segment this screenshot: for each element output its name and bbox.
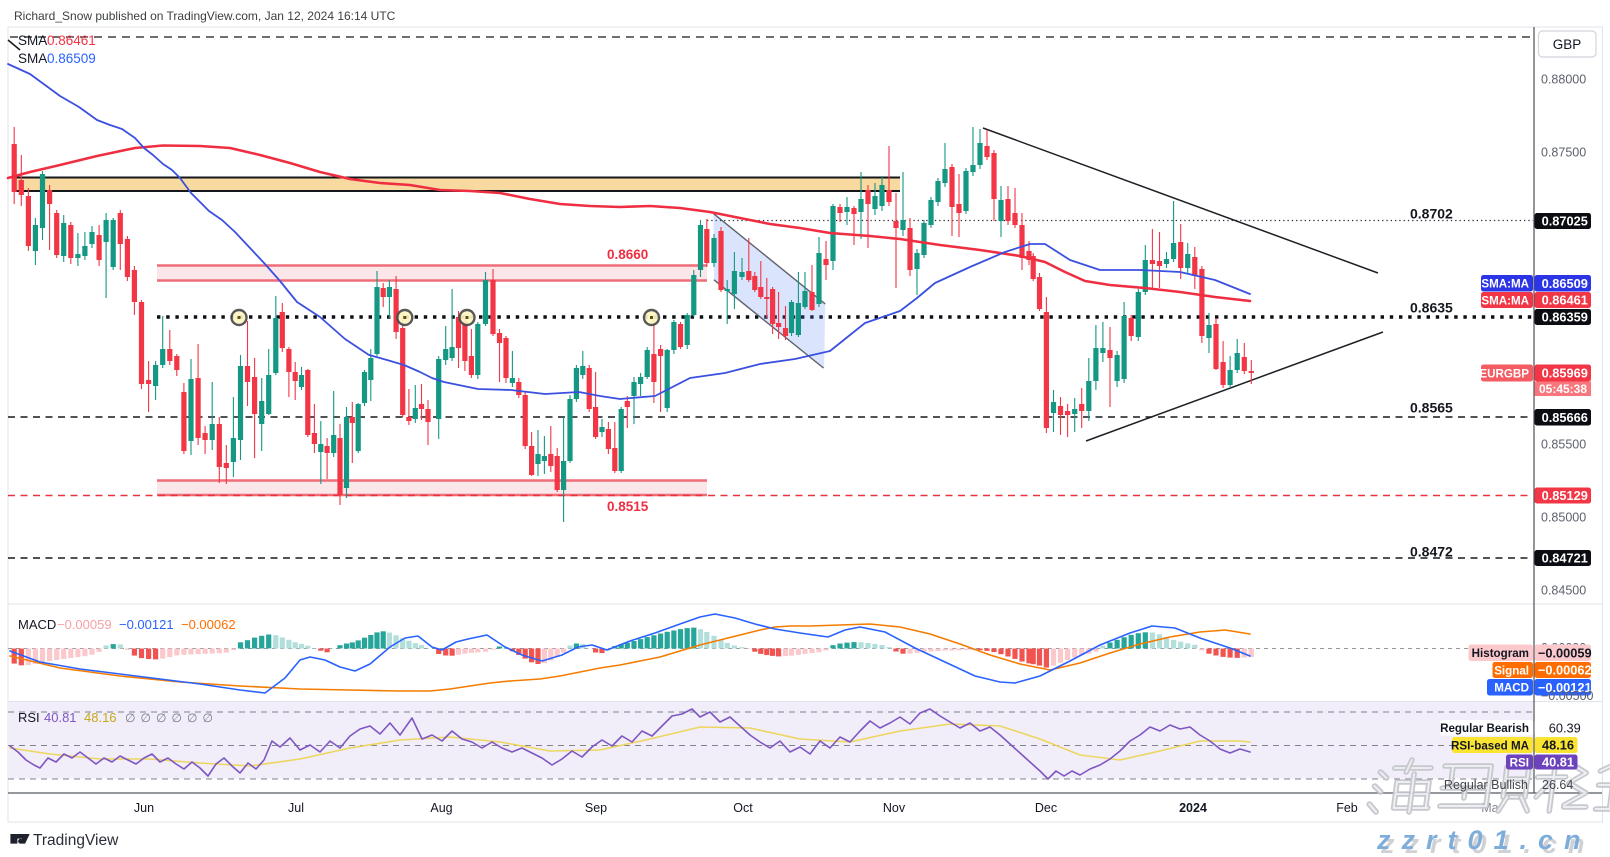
svg-text:Regular Bullish: Regular Bullish bbox=[1444, 778, 1528, 792]
svg-text:0.87500: 0.87500 bbox=[1541, 146, 1586, 160]
svg-text:0.85969: 0.85969 bbox=[1542, 366, 1588, 381]
svg-text:0.8702: 0.8702 bbox=[1410, 206, 1453, 222]
svg-text:EURGBP: EURGBP bbox=[1479, 367, 1529, 380]
svg-text:−0.00500: −0.00500 bbox=[1541, 689, 1594, 703]
svg-text:0.86509: 0.86509 bbox=[1542, 276, 1588, 291]
svg-text:0.86509: 0.86509 bbox=[47, 51, 96, 66]
svg-text:05:45:38: 05:45:38 bbox=[1539, 382, 1587, 396]
svg-text:2024: 2024 bbox=[1179, 801, 1207, 815]
svg-text:Oct: Oct bbox=[733, 801, 753, 815]
svg-text:0.87025: 0.87025 bbox=[1542, 214, 1588, 229]
svg-text:∅: ∅ bbox=[156, 711, 166, 725]
svg-text:RSI: RSI bbox=[18, 710, 40, 725]
svg-text:Richard_Snow published on Trad: Richard_Snow published on TradingView.co… bbox=[14, 9, 396, 23]
svg-text:Jul: Jul bbox=[288, 801, 304, 815]
svg-text:48.16: 48.16 bbox=[1542, 738, 1574, 753]
svg-text:SMA: SMA bbox=[18, 51, 47, 66]
svg-text:−0.00062: −0.00062 bbox=[1538, 663, 1592, 678]
svg-text:−0.00062: −0.00062 bbox=[181, 617, 236, 632]
svg-text:Regular Bearish: Regular Bearish bbox=[1440, 722, 1529, 735]
svg-text:SMA:MA: SMA:MA bbox=[1481, 294, 1529, 307]
svg-text:0.86461: 0.86461 bbox=[1542, 293, 1588, 308]
svg-text:Feb: Feb bbox=[1336, 801, 1358, 815]
svg-text:GBP: GBP bbox=[1553, 37, 1582, 52]
svg-text:Sep: Sep bbox=[585, 801, 607, 815]
svg-text:0.8635: 0.8635 bbox=[1410, 300, 1453, 316]
svg-text:0.84500: 0.84500 bbox=[1541, 584, 1586, 598]
svg-text:0.8472: 0.8472 bbox=[1410, 544, 1453, 560]
svg-text:Nov: Nov bbox=[883, 801, 906, 815]
svg-text:60.39: 60.39 bbox=[1549, 720, 1581, 735]
svg-text:40.81: 40.81 bbox=[1542, 755, 1574, 770]
svg-text:Jun: Jun bbox=[134, 801, 154, 815]
svg-text:∅: ∅ bbox=[203, 711, 213, 725]
svg-text:Dec: Dec bbox=[1035, 801, 1057, 815]
svg-text:26.64: 26.64 bbox=[1542, 778, 1573, 792]
svg-text:SMA: SMA bbox=[18, 33, 47, 48]
svg-text:0.85129: 0.85129 bbox=[1542, 488, 1588, 503]
svg-text:0.86461: 0.86461 bbox=[47, 33, 96, 48]
svg-text:0.85666: 0.85666 bbox=[1542, 410, 1588, 425]
svg-text:Histogram: Histogram bbox=[1472, 647, 1529, 660]
svg-text:Aug: Aug bbox=[430, 801, 452, 815]
svg-text:MACD: MACD bbox=[1494, 682, 1529, 695]
svg-text:0.86359: 0.86359 bbox=[1542, 310, 1588, 325]
svg-text:−0.00059: −0.00059 bbox=[57, 617, 112, 632]
svg-text:zzrt01.cn: zzrt01.cn bbox=[1376, 825, 1592, 855]
svg-text:0.8565: 0.8565 bbox=[1410, 400, 1453, 416]
svg-text:Signal: Signal bbox=[1494, 664, 1529, 677]
svg-text:∅: ∅ bbox=[125, 711, 135, 725]
svg-text:SMA:MA: SMA:MA bbox=[1481, 278, 1529, 291]
svg-text:∅: ∅ bbox=[172, 711, 182, 725]
svg-text:48.16: 48.16 bbox=[84, 710, 117, 725]
svg-text:TradingView: TradingView bbox=[33, 832, 119, 849]
svg-text:RSI-based MA: RSI-based MA bbox=[1451, 739, 1530, 752]
svg-text:−0.00121: −0.00121 bbox=[1538, 680, 1592, 695]
svg-text:0.85500: 0.85500 bbox=[1541, 438, 1586, 452]
svg-text:0.8660: 0.8660 bbox=[607, 247, 648, 262]
svg-text:RSI: RSI bbox=[1510, 756, 1529, 769]
svg-text:0.84721: 0.84721 bbox=[1542, 551, 1588, 566]
svg-text:40.81: 40.81 bbox=[44, 710, 77, 725]
svg-text:∅: ∅ bbox=[187, 711, 197, 725]
svg-text:−0.00121: −0.00121 bbox=[119, 617, 174, 632]
svg-text:MACD: MACD bbox=[18, 617, 56, 632]
svg-text:0.8515: 0.8515 bbox=[607, 499, 649, 514]
svg-text:∅: ∅ bbox=[141, 711, 151, 725]
svg-text:zzrt01.cn: zzrt01.cn bbox=[1380, 829, 1596, 857]
svg-text:0.88000: 0.88000 bbox=[1541, 73, 1586, 87]
svg-text:0.85000: 0.85000 bbox=[1541, 511, 1586, 525]
svg-text:−0.00059: −0.00059 bbox=[1538, 645, 1592, 660]
